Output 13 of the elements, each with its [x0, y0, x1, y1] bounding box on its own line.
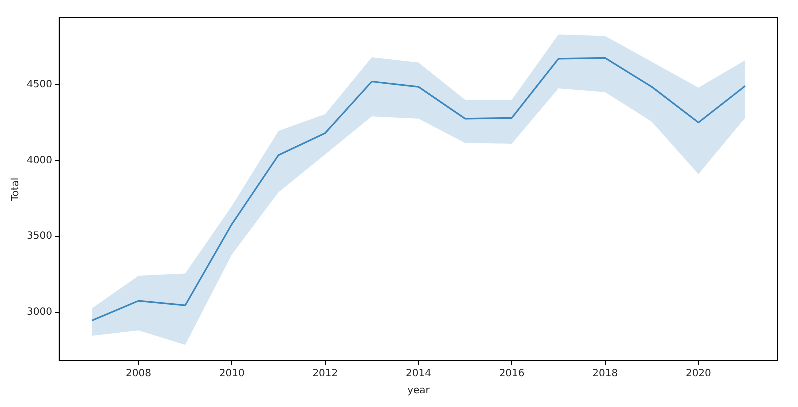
x-tick-label: 2016 [499, 368, 525, 380]
y-tick-label: 3500 [26, 231, 52, 242]
x-tick-label: 2014 [406, 368, 432, 380]
x-tick-label: 2020 [686, 368, 712, 380]
x-axis-title: year [408, 386, 431, 397]
y-tick-label: 3000 [26, 307, 52, 318]
x-tick-label: 2012 [312, 368, 338, 380]
x-tick-label: 2010 [219, 368, 245, 380]
y-tick-label: 4000 [26, 155, 52, 166]
y-axis-title: Total [10, 178, 22, 202]
y-tick-label: 4500 [26, 79, 52, 90]
x-tick-label: 2018 [592, 368, 618, 380]
x-tick-label: 2008 [126, 368, 152, 380]
